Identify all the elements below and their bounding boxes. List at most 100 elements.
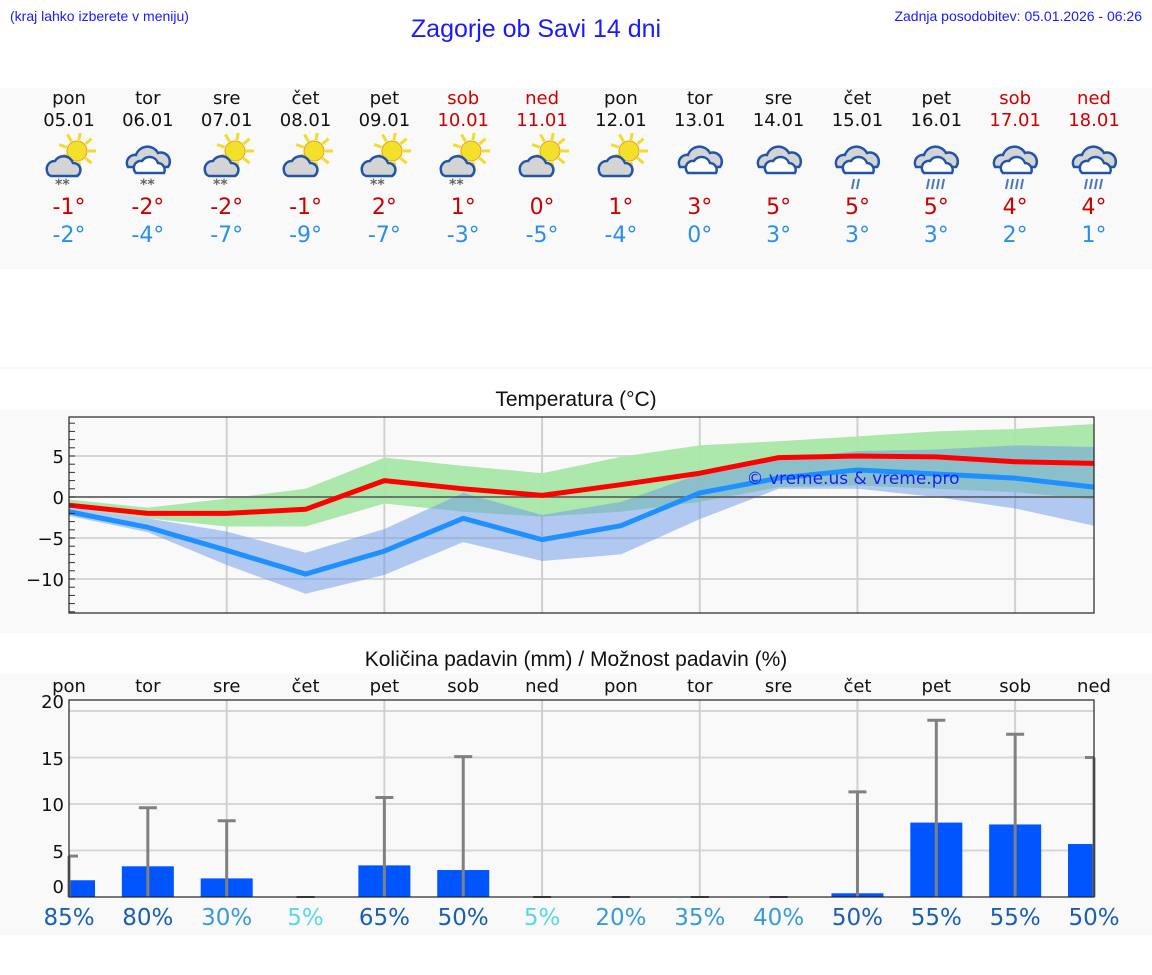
day-date: 10.01 bbox=[437, 110, 489, 131]
min-temperature: -7° bbox=[367, 223, 401, 248]
precipitation-bar bbox=[69, 880, 95, 897]
day-name: ned bbox=[525, 88, 560, 109]
min-temperature: 2° bbox=[1002, 223, 1028, 248]
cloudy-icon bbox=[677, 145, 723, 175]
svg-text:5: 5 bbox=[53, 447, 64, 468]
precipitation-day-label: čet bbox=[291, 676, 320, 697]
precipitation-day-label: sre bbox=[764, 676, 793, 697]
day-forecast: sre 07.01 ** -2° -7° bbox=[188, 88, 266, 250]
weather-icon bbox=[740, 132, 818, 194]
page-title: Zagorje ob Savi 14 dni bbox=[410, 15, 662, 43]
day-name: tor bbox=[135, 88, 161, 109]
precipitation-day-label: tor bbox=[135, 676, 161, 697]
min-temperature: 0° bbox=[687, 223, 713, 248]
day-name: ned bbox=[1077, 88, 1111, 109]
weather-icon: ** bbox=[345, 132, 423, 194]
weather-icon bbox=[582, 132, 660, 194]
day-date: 14.01 bbox=[752, 110, 805, 131]
day-name: pon bbox=[603, 88, 638, 109]
precipitation-chart-title: Količina padavin (mm) / Možnost padavin … bbox=[364, 648, 788, 671]
partly-sunny-snow-icon: ** bbox=[360, 133, 412, 193]
day-forecast: tor 13.01 3° 0° bbox=[661, 88, 739, 250]
precipitation-probability: 50% bbox=[831, 905, 884, 931]
precipitation-probability: 5% bbox=[287, 905, 324, 931]
cloudy-rain-icon bbox=[913, 145, 960, 190]
max-temperature: -2° bbox=[210, 195, 244, 220]
svg-text:−5: −5 bbox=[37, 529, 64, 550]
min-temperature: 3° bbox=[766, 223, 792, 248]
precipitation-probability: 55% bbox=[910, 905, 962, 931]
day-forecast: pon 05.01 ** -1° -2° bbox=[30, 88, 108, 250]
partly-sunny-snow-icon: ** bbox=[203, 133, 254, 193]
min-temperature: -9° bbox=[289, 223, 322, 248]
max-temperature: 4° bbox=[1081, 195, 1107, 220]
partly-sunny-snow-icon: ** bbox=[45, 133, 96, 193]
day-date: 08.01 bbox=[279, 110, 332, 131]
min-temperature: 3° bbox=[923, 223, 949, 248]
svg-text:20: 20 bbox=[41, 692, 64, 713]
svg-text:**: ** bbox=[140, 177, 155, 193]
day-name: sob bbox=[447, 88, 480, 109]
cloudy-light-rain-icon bbox=[835, 145, 881, 190]
weather-icon bbox=[503, 132, 581, 194]
precipitation-probability: 5% bbox=[523, 905, 561, 931]
day-date: 12.01 bbox=[595, 110, 647, 131]
min-temperature: -4° bbox=[604, 223, 638, 248]
max-temperature: -2° bbox=[131, 195, 165, 220]
last-updated: Zadnja posodobitev: 05.01.2026 - 06:26 bbox=[894, 8, 1142, 24]
precipitation-probability: 50% bbox=[437, 905, 489, 931]
max-temperature: 4° bbox=[1002, 195, 1028, 220]
weather-icon: ** bbox=[424, 132, 502, 194]
daily-forecast-strip: pon 05.01 ** -1° -2° tor 06.01 ** -2° -4° sre 07.01… bbox=[0, 88, 1152, 269]
day-forecast: čet 15.01 5° 3° bbox=[818, 88, 896, 250]
day-forecast: ned 18.01 4° 1° bbox=[1055, 88, 1133, 250]
day-date: 07.01 bbox=[200, 110, 253, 131]
weather-icon: ** bbox=[109, 132, 187, 194]
max-temperature: -1° bbox=[289, 195, 322, 220]
min-temperature: -4° bbox=[131, 223, 165, 248]
day-name: sre bbox=[212, 88, 241, 109]
precipitation-day-label: pet bbox=[369, 676, 400, 697]
weather-icon bbox=[661, 132, 739, 194]
partly-sunny-icon bbox=[597, 133, 648, 178]
partly-sunny-snow-icon: ** bbox=[439, 133, 491, 193]
weather-icon bbox=[897, 132, 975, 194]
max-temperature: 5° bbox=[844, 195, 870, 220]
day-date: 18.01 bbox=[1068, 110, 1120, 131]
day-forecast: pon 12.01 1° -4° bbox=[582, 88, 660, 250]
weather-icon bbox=[1055, 132, 1133, 194]
precipitation-probability: 30% bbox=[201, 905, 253, 931]
watermark: © vreme.us & vreme.pro bbox=[746, 469, 959, 489]
day-date: 06.01 bbox=[122, 110, 174, 131]
precipitation-day-label: ned bbox=[1077, 676, 1111, 697]
weather-icon bbox=[267, 132, 345, 194]
precipitation-probability: 35% bbox=[674, 905, 726, 931]
temperature-chart: 5 0 −5 −10 © vreme.us & vreme.pro bbox=[26, 416, 1095, 614]
precipitation-day-label: sob bbox=[447, 676, 480, 697]
day-forecast: čet 08.01 -1° -9° bbox=[267, 88, 345, 250]
precipitation-day-label: pet bbox=[921, 676, 952, 697]
min-temperature: -7° bbox=[210, 223, 244, 248]
svg-text:10: 10 bbox=[41, 795, 64, 816]
svg-text:**: ** bbox=[449, 177, 464, 193]
min-temperature: -2° bbox=[52, 223, 86, 248]
day-name: sob bbox=[999, 88, 1032, 109]
day-forecast: sob 17.01 4° 2° bbox=[976, 88, 1054, 250]
day-forecast: sre 14.01 5° 3° bbox=[740, 88, 818, 250]
min-temperature: -5° bbox=[525, 223, 559, 248]
min-temperature: -3° bbox=[446, 223, 480, 248]
day-forecast: sob 10.01 ** 1° -3° bbox=[424, 88, 502, 250]
max-temperature: 3° bbox=[687, 195, 713, 220]
day-name: sre bbox=[764, 88, 793, 109]
weather-icon: ** bbox=[188, 132, 266, 194]
cloudy-icon bbox=[756, 145, 802, 175]
day-forecast: ned 11.01 0° -5° bbox=[503, 88, 581, 250]
svg-text:**: ** bbox=[370, 177, 385, 193]
cloudy-snow-icon: ** bbox=[125, 145, 171, 193]
precipitation-day-label: tor bbox=[687, 676, 713, 697]
max-temperature: 5° bbox=[923, 195, 949, 220]
svg-text:0: 0 bbox=[53, 488, 64, 509]
precipitation-day-label: sre bbox=[212, 676, 241, 697]
svg-text:**: ** bbox=[213, 177, 228, 193]
